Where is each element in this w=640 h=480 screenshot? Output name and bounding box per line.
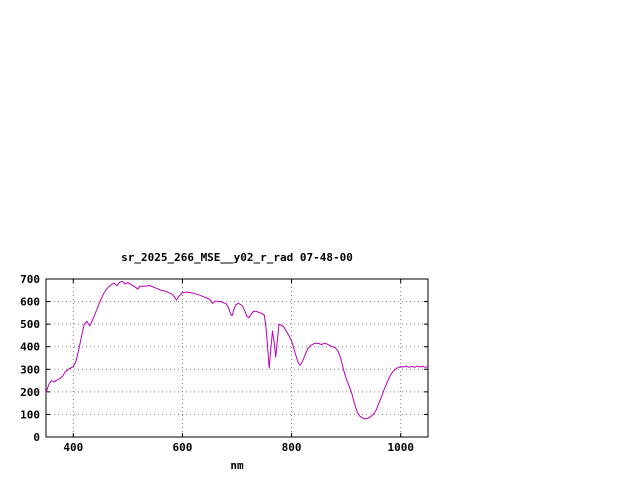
spectrum-line [45, 280, 429, 420]
x-axis-label: nm [230, 459, 244, 472]
y-tick-label: 500 [20, 318, 40, 331]
x-tick-label: 1000 [387, 441, 414, 454]
chart-title: sr_2025_266_MSE__y02_r_rad 07-48-00 [121, 251, 353, 264]
x-tick-label: 400 [63, 441, 83, 454]
y-tick-label: 0 [33, 431, 40, 444]
x-tick-label: 600 [172, 441, 192, 454]
x-tick-label: 800 [282, 441, 302, 454]
y-tick-label: 300 [20, 363, 40, 376]
y-tick-label: 200 [20, 386, 40, 399]
y-tick-label: 600 [20, 296, 40, 309]
y-tick-label: 100 [20, 408, 40, 421]
y-tick-label: 700 [20, 273, 40, 286]
y-tick-label: 400 [20, 341, 40, 354]
plot-border [45, 278, 429, 438]
